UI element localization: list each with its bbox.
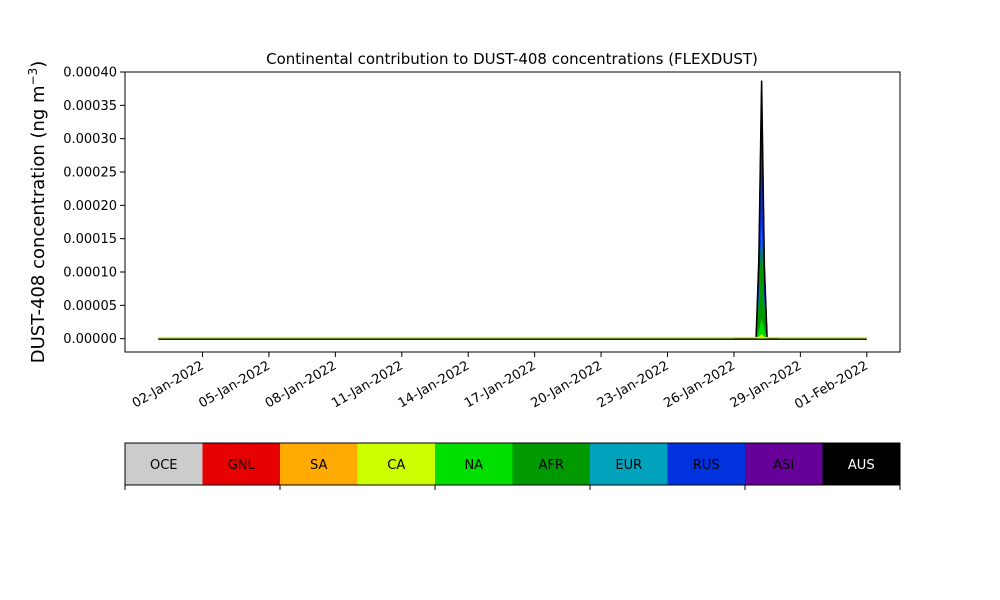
stacked-areas: [733, 80, 779, 340]
color-legend: OCE GNL SA CA NA AFR EUR RUS ASI AUS: [124, 442, 901, 490]
y-tick-label: 0.00005: [63, 299, 117, 314]
y-axis-label-suffix: ): [28, 61, 49, 68]
y-tick-label: 0.00025: [63, 166, 117, 181]
x-tick-label: 01-Feb-2022: [792, 358, 871, 412]
legend-swatch-ca: [357, 443, 436, 485]
legend-swatch-na: [435, 443, 513, 485]
y-tick-label: 0.00040: [63, 66, 117, 81]
legend-label-gnl: GNL: [228, 458, 256, 473]
y-axis-label: DUST-408 concentration (ng m−3): [26, 61, 49, 364]
baseline-lines: [158, 336, 867, 340]
legend-label-asi: ASI: [773, 458, 794, 473]
area-rus: [733, 103, 779, 340]
legend-label-na: NA: [464, 458, 483, 473]
x-tick-label: 02-Jan-2022: [130, 358, 207, 411]
legend-label-sa: SA: [310, 458, 327, 473]
legend-swatch-sa: [280, 443, 358, 485]
y-axis-label-exponent: −3: [26, 68, 40, 86]
legend-label-rus: RUS: [693, 458, 720, 473]
y-tick-label: 0.00000: [63, 332, 117, 347]
x-tick-label: 11-Jan-2022: [329, 358, 406, 411]
chart-title: Continental contribution to DUST-408 con…: [266, 50, 758, 68]
x-tick-label: 20-Jan-2022: [528, 358, 605, 411]
legend-swatch-asi: [745, 443, 823, 485]
y-tick-label: 0.00035: [63, 99, 117, 114]
legend-swatch-eur: [590, 443, 668, 485]
legend-swatch-oce: [125, 443, 203, 485]
y-tick-label: 0.00030: [63, 132, 117, 147]
legend-swatch-rus: [667, 443, 746, 485]
x-tick-label: 14-Jan-2022: [396, 358, 473, 411]
x-tick-label: 26-Jan-2022: [661, 358, 738, 411]
legend-swatch-aus: [822, 443, 901, 485]
plot-frame: [124, 71, 901, 353]
y-axis-ticks: 0.00000 0.00005 0.00010 0.00015 0.00020 0.000…: [63, 66, 125, 347]
area-asi: [733, 93, 779, 340]
y-tick-label: 0.00020: [63, 199, 117, 214]
legend-label-oce: OCE: [150, 458, 178, 473]
x-tick-label: 05-Jan-2022: [196, 358, 273, 411]
legend-label-ca: CA: [387, 458, 405, 473]
x-tick-label: 29-Jan-2022: [728, 358, 805, 411]
legend-label-eur: EUR: [615, 458, 642, 473]
legend-label-afr: AFR: [539, 458, 564, 473]
legend-swatch-afr: [512, 443, 591, 485]
legend-label-aus: AUS: [848, 458, 875, 473]
x-tick-label: 17-Jan-2022: [462, 358, 539, 411]
legend-swatch-gnl: [202, 443, 281, 485]
x-tick-label: 08-Jan-2022: [263, 358, 340, 411]
legend-frame: [124, 442, 901, 486]
x-axis-ticks: 02-Jan-202205-Jan-202208-Jan-202211-Jan-…: [130, 352, 871, 412]
area-aus: [733, 80, 779, 340]
total-outline: [733, 80, 779, 340]
x-tick-label: 23-Jan-2022: [595, 358, 672, 411]
y-tick-label: 0.00015: [63, 232, 117, 247]
y-axis-label-main: DUST-408 concentration (ng m: [28, 85, 49, 363]
y-tick-label: 0.00010: [63, 266, 117, 281]
